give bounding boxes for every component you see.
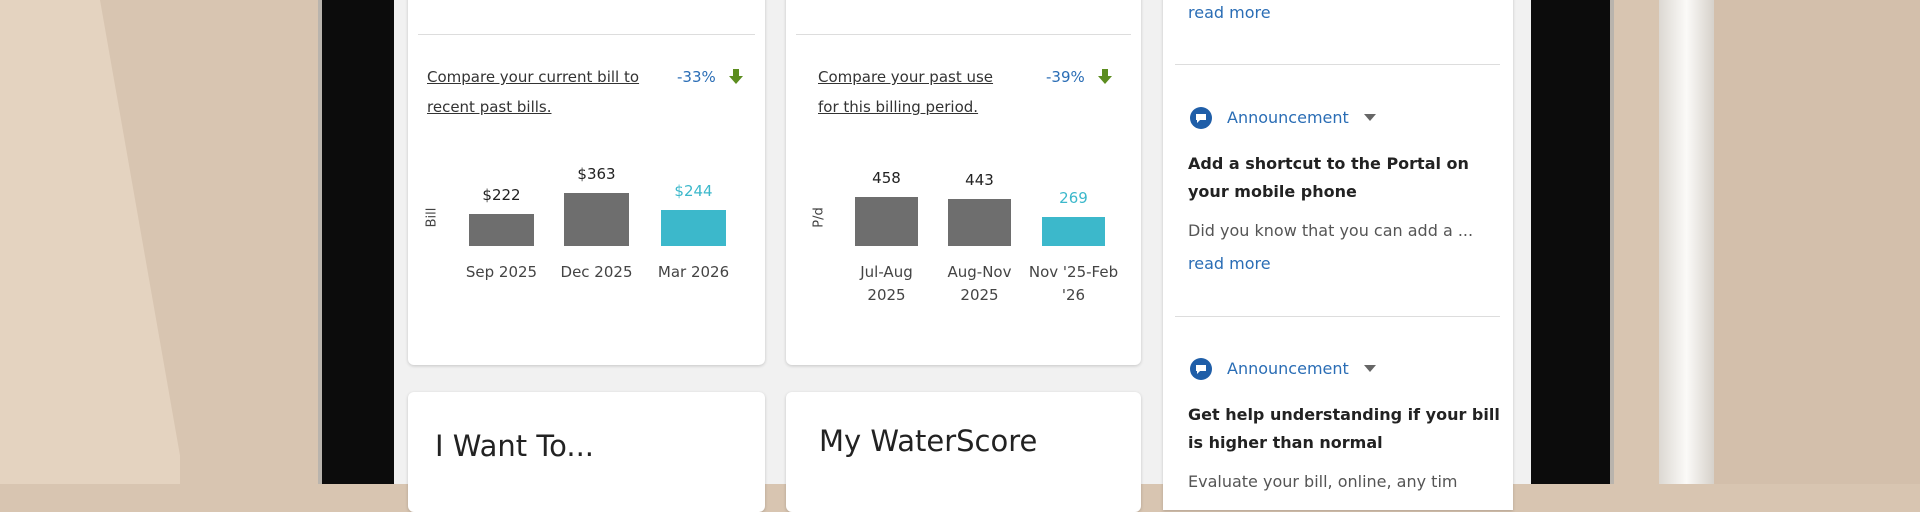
announcement-panel: [1163, 0, 1513, 510]
divider: [1175, 316, 1500, 317]
divider: [418, 34, 755, 35]
value-label: $222: [482, 185, 521, 204]
announcement-tag[interactable]: Announcement: [1227, 108, 1349, 127]
bar: [469, 213, 534, 246]
read-more-link[interactable]: read more: [1188, 254, 1271, 273]
change-percent: -33%: [677, 68, 716, 86]
compare-link[interactable]: Compare your past use for this billing p…: [818, 68, 994, 116]
announcement-title: Get help understanding if your bill is h…: [1188, 405, 1500, 452]
tile-title: I Want To...: [435, 429, 595, 463]
category-label: Jul-Aug 2025: [860, 263, 913, 304]
category-label: Dec 2025: [560, 263, 633, 281]
bar: [1042, 217, 1105, 246]
compare-link[interactable]: Compare your current bill to recent past…: [427, 68, 640, 116]
axis-label: Bill: [424, 207, 440, 228]
bar: [948, 198, 1011, 246]
usage-card: Compare your past use for this billing p…: [786, 0, 1141, 365]
value-label: 269: [1059, 189, 1088, 208]
bar: [564, 193, 629, 246]
read-more-link[interactable]: read more: [1188, 3, 1271, 22]
bar: [855, 197, 918, 246]
announcement-body: Evaluate your bill, online, any tim: [1188, 472, 1458, 491]
bill-card: Compare your current bill to recent past…: [408, 0, 765, 365]
category-label: Aug-Nov 2025: [947, 263, 1012, 304]
value-label: $244: [674, 182, 713, 201]
caret: [1364, 114, 1376, 121]
divider: [796, 34, 1131, 35]
paper: [0, 0, 180, 484]
announcement-icon: [1190, 358, 1212, 380]
change-percent: -39%: [1046, 68, 1085, 86]
category-label: Mar 2026: [657, 263, 730, 281]
tile-title: My WaterScore: [819, 424, 1038, 458]
value-label: $363: [577, 165, 616, 183]
category-label: Sep 2025: [465, 263, 538, 281]
announcement-tag[interactable]: Announcement: [1227, 359, 1349, 378]
announcement-body: Did you know that you can add a ...: [1188, 221, 1474, 240]
axis-label: P/d: [811, 207, 827, 228]
value-label: 443: [965, 170, 994, 189]
bar: [661, 210, 726, 246]
value-label: 458: [872, 169, 901, 187]
caret: [1364, 365, 1376, 372]
announcement-icon: [1190, 107, 1212, 129]
category-label: Nov '25-Feb '26: [1028, 263, 1119, 304]
down-arrow: [729, 69, 743, 84]
announcement-title: Add a shortcut to the Portal on your mob…: [1188, 154, 1469, 201]
divider: [1175, 64, 1500, 65]
paper-right: [1714, 0, 1920, 484]
down-arrow: [1098, 69, 1112, 84]
stylus: [1659, 0, 1714, 484]
